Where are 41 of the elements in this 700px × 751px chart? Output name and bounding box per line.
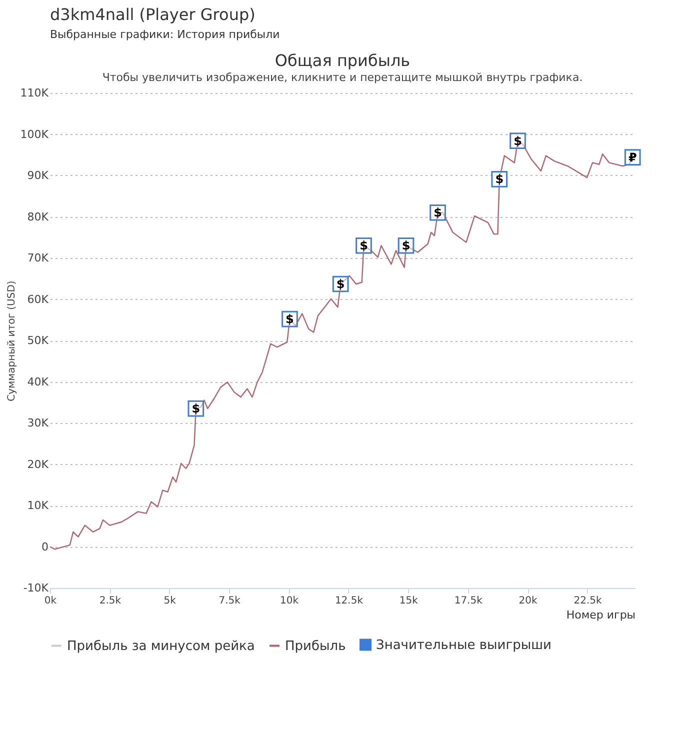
x-tick-label: 0k [44,596,57,606]
y-tick-label: 0 [42,540,48,554]
y-tick-label: 40K [27,375,50,388]
y-tick-label: 90K [27,169,50,182]
legend-label: Прибыль за минусом рейка [67,638,255,654]
y-tick-label: 30K [27,416,50,430]
x-tick-label: 2.5k [99,596,122,606]
x-tick-label: 17.5k [454,596,483,606]
x-tick-label: 5k [164,596,176,606]
data-label: $ [336,276,345,291]
data-label: $ [434,206,442,220]
x-tick-label: 10k [280,596,299,606]
data-label: $ [286,312,294,326]
x-tick-label: 20k [518,596,538,606]
y-tick-label: 80K [27,210,50,224]
x-tick-label: 15k [399,596,418,606]
legend-label: Значительные выигрыши [376,638,552,653]
y-tick-label: 50K [27,334,50,347]
x-tick-label: 7.5k [218,596,241,606]
chart-subtitle: Чтобы увеличить изображение, кликните и перетащите мышкой внутрь графика. [102,71,583,84]
legend-label: Прибыль [285,638,346,654]
x-tick-label: 22.5k [574,596,602,606]
y-tick-label: 100K [20,128,50,141]
data-label: $ [360,238,368,253]
chart-title: Общая прибыль [274,51,410,70]
data-label: $ [192,402,200,416]
y-tick-label: 10K [27,499,50,512]
y-tick-label: 20K [27,458,50,471]
text: d3km4nall (Player Group) [50,5,256,24]
y-tick-label: 110K [20,86,50,100]
y-tick-label: -10K [23,582,50,594]
data-label: $ [514,134,522,148]
y-tick-label: 70K [27,252,50,264]
data-label: $ [495,172,504,186]
x-tick-label: 12.5k [334,596,364,606]
y-tick-label: 60K [27,292,50,306]
y-axis-title: Суммарный итог (USD) [6,280,18,402]
data-label: ₽ [628,150,637,164]
text: Выбранные графики: История прибыли [50,28,280,41]
data-label: $ [402,238,410,253]
x-axis-title: Номер игры [566,608,636,622]
